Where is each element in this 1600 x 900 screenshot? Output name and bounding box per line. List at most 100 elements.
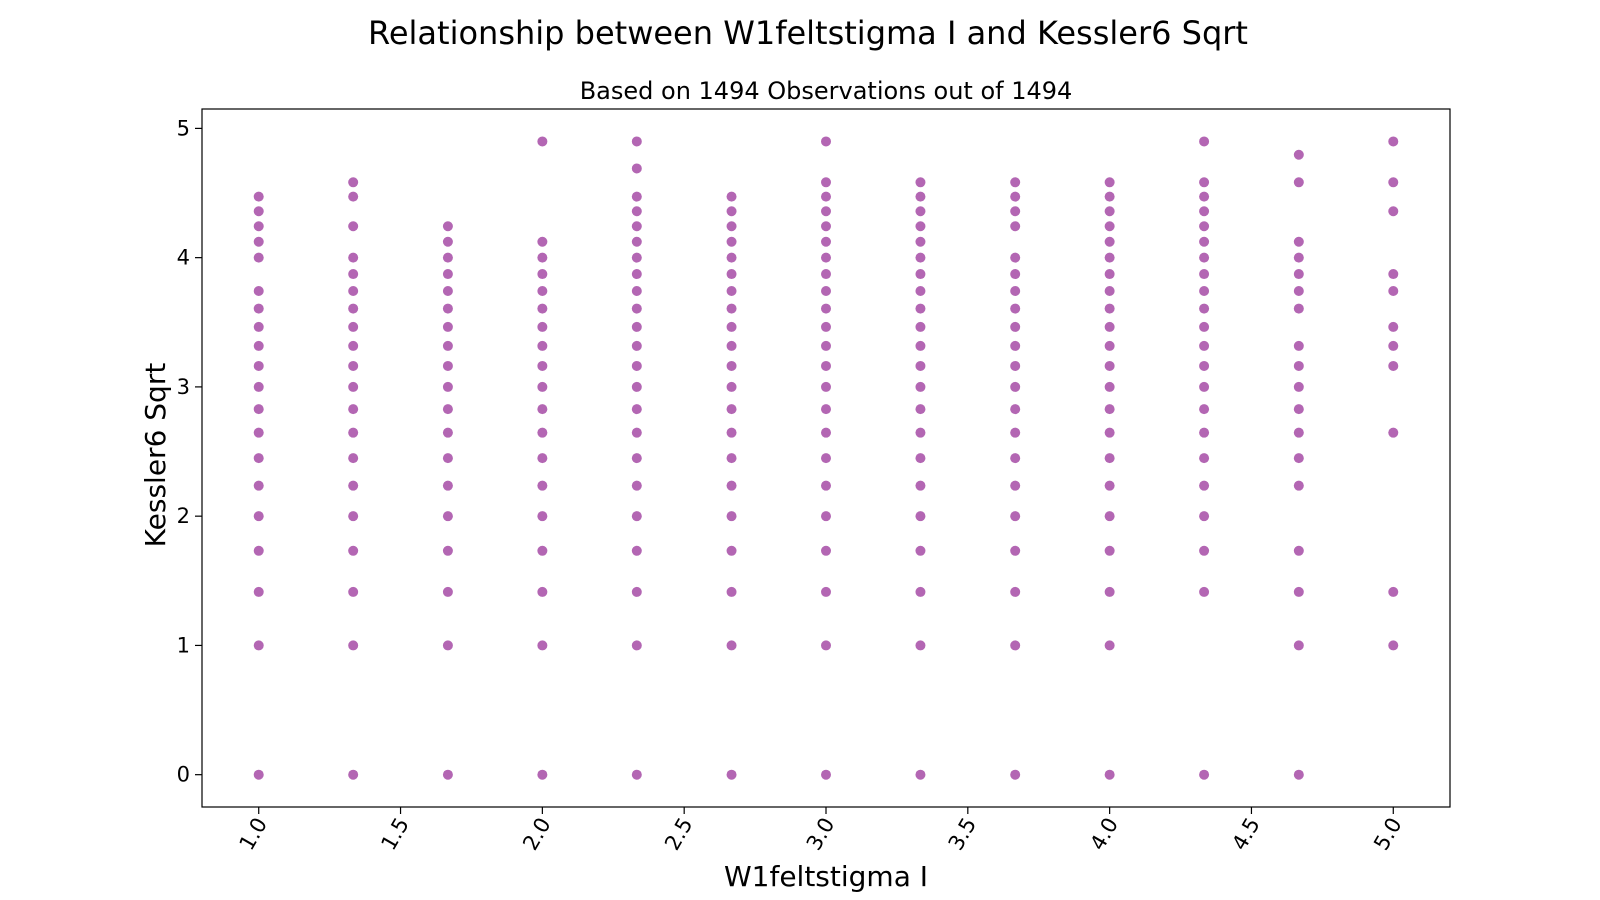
data-point	[253, 640, 264, 651]
data-point	[1293, 480, 1304, 491]
data-point	[1010, 453, 1021, 464]
data-point	[1199, 453, 1210, 464]
data-point	[1388, 136, 1399, 147]
data-point	[726, 545, 737, 556]
data-point	[537, 640, 548, 651]
x-tick-label: 4.0	[1085, 814, 1122, 855]
y-tick-label: 2	[177, 504, 190, 528]
data-point	[442, 221, 453, 232]
data-point	[915, 381, 926, 392]
data-point	[631, 303, 642, 314]
data-point	[726, 252, 737, 263]
data-point	[442, 453, 453, 464]
data-point	[253, 303, 264, 314]
x-tick-label: 2.0	[518, 814, 555, 855]
data-point	[1199, 269, 1210, 280]
data-point	[821, 136, 831, 147]
y-tick-label: 1	[177, 633, 190, 657]
data-point	[537, 303, 548, 314]
data-point	[442, 404, 453, 415]
data-point	[1199, 177, 1210, 188]
data-point	[631, 269, 642, 280]
data-point	[631, 453, 642, 464]
data-point	[631, 640, 642, 651]
data-point	[348, 480, 359, 491]
data-point	[1199, 360, 1210, 371]
data-point	[1293, 360, 1304, 371]
data-point	[442, 480, 453, 491]
data-point	[726, 321, 737, 332]
data-point	[821, 269, 831, 280]
data-point	[1199, 404, 1210, 415]
data-point	[1104, 236, 1115, 247]
data-point	[537, 586, 548, 597]
y-tick-label: 5	[177, 116, 190, 140]
data-point	[348, 381, 359, 392]
data-point	[442, 360, 453, 371]
data-point	[631, 511, 642, 522]
data-point	[1293, 340, 1304, 351]
data-point	[631, 221, 642, 232]
data-point	[537, 545, 548, 556]
data-point	[1104, 769, 1115, 780]
data-point	[1010, 640, 1021, 651]
data-point	[1388, 286, 1399, 296]
data-point	[442, 321, 453, 332]
data-point	[631, 163, 642, 174]
data-point	[253, 511, 264, 522]
data-point	[1293, 303, 1304, 314]
data-point	[1104, 252, 1115, 263]
y-axis-label: Kessler6 Sqrt	[139, 363, 172, 548]
data-point	[915, 427, 926, 438]
data-point	[442, 269, 453, 280]
data-point	[726, 427, 737, 438]
data-point	[1010, 252, 1021, 263]
data-point	[442, 252, 453, 263]
data-point	[915, 511, 926, 522]
data-point	[537, 404, 548, 415]
data-point	[1104, 303, 1115, 314]
data-point	[442, 303, 453, 314]
data-point	[442, 586, 453, 597]
data-point	[821, 586, 831, 597]
data-point	[1199, 586, 1210, 597]
data-point	[1293, 586, 1304, 597]
data-point	[915, 640, 926, 651]
data-point	[253, 381, 264, 392]
data-point	[821, 286, 831, 296]
data-point	[1010, 269, 1021, 280]
data-point	[1293, 252, 1304, 263]
data-point	[1104, 480, 1115, 491]
data-point	[1104, 427, 1115, 438]
data-point	[631, 340, 642, 351]
x-tick-label: 3.5	[944, 814, 981, 855]
data-point	[1293, 286, 1304, 296]
data-point	[1010, 286, 1021, 296]
data-point	[726, 360, 737, 371]
data-point	[253, 480, 264, 491]
data-point	[1199, 252, 1210, 263]
data-point	[1104, 177, 1115, 188]
data-point	[1293, 769, 1304, 780]
data-point	[821, 303, 831, 314]
data-point	[348, 360, 359, 371]
data-point	[1010, 404, 1021, 415]
data-point	[821, 381, 831, 392]
data-point	[726, 269, 737, 280]
data-point	[821, 480, 831, 491]
x-tick-label: 4.5	[1227, 814, 1264, 855]
data-point	[915, 404, 926, 415]
data-point	[537, 453, 548, 464]
data-point	[915, 340, 926, 351]
data-point	[1199, 769, 1210, 780]
data-point	[1104, 453, 1115, 464]
data-point	[1010, 769, 1021, 780]
data-point	[442, 545, 453, 556]
data-point	[726, 404, 737, 415]
data-point	[726, 381, 737, 392]
data-point	[821, 340, 831, 351]
data-point	[1388, 360, 1399, 371]
data-point	[821, 360, 831, 371]
data-point	[253, 340, 264, 351]
data-point	[726, 769, 737, 780]
